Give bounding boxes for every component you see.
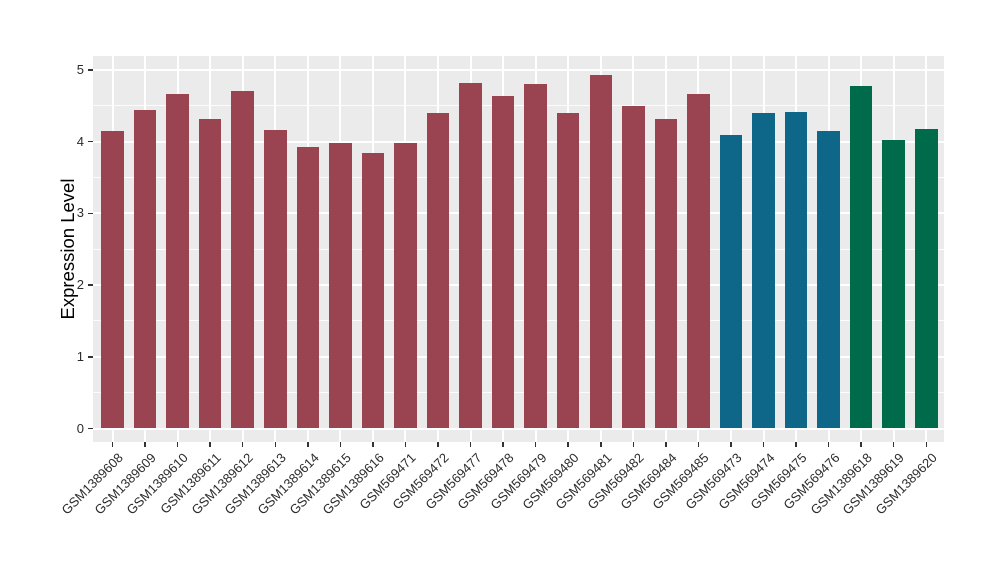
bar — [849, 85, 873, 429]
y-axis-tick — [88, 69, 93, 71]
bar — [622, 105, 645, 429]
bar — [817, 130, 840, 429]
x-axis-tick — [534, 442, 537, 447]
x-axis-tick — [144, 442, 146, 447]
gridline-horizontal-major — [93, 355, 944, 358]
y-axis-title: Expression Level — [57, 178, 78, 320]
y-axis-tick — [88, 356, 93, 358]
bar — [784, 111, 808, 429]
x-axis-tick — [437, 442, 439, 447]
x-axis-tick — [209, 442, 211, 447]
gridline-horizontal-minor — [93, 105, 944, 107]
bar — [556, 113, 580, 429]
y-tick-label: 1 — [76, 348, 84, 364]
bar — [524, 84, 547, 429]
y-tick-label: 3 — [76, 205, 84, 221]
x-axis-tick — [372, 442, 374, 447]
bar — [491, 95, 515, 429]
x-axis-tick — [925, 442, 927, 447]
bar — [231, 90, 254, 429]
y-tick-label: 4 — [76, 133, 84, 149]
x-axis-tick — [860, 442, 862, 447]
bar — [752, 113, 775, 429]
bar — [264, 130, 287, 429]
y-axis-tick — [88, 212, 93, 215]
bar — [589, 75, 612, 429]
x-axis-tick — [111, 442, 114, 447]
bar — [915, 128, 938, 429]
bar — [361, 153, 385, 429]
x-axis-tick — [795, 442, 797, 447]
x-axis-tick — [274, 442, 276, 447]
bar — [394, 143, 417, 429]
bar — [687, 94, 710, 429]
plot-panel — [93, 56, 944, 442]
gridline-horizontal-major — [93, 284, 944, 287]
x-axis-tick — [404, 442, 407, 447]
bar — [198, 118, 222, 429]
gridline-horizontal-major — [93, 427, 944, 430]
x-axis-tick — [469, 442, 472, 447]
bar — [329, 143, 352, 429]
x-axis-tick — [892, 442, 895, 447]
y-axis-tick — [88, 427, 93, 430]
bar — [133, 110, 157, 429]
x-axis-tick — [600, 442, 602, 447]
x-axis-tick — [827, 442, 830, 447]
bar — [459, 82, 482, 429]
bar — [101, 130, 124, 429]
x-axis-tick — [502, 442, 504, 447]
gridline-horizontal-major — [93, 69, 944, 71]
bar — [882, 140, 905, 429]
x-axis-tick — [339, 442, 342, 447]
x-axis-tick — [567, 442, 569, 447]
y-tick-label: 5 — [76, 62, 84, 77]
bar — [426, 113, 450, 429]
bar — [296, 147, 320, 429]
x-axis-tick — [697, 442, 700, 447]
bar — [166, 94, 189, 429]
x-axis-tick — [762, 442, 765, 447]
gridline-horizontal-major — [93, 140, 944, 143]
y-axis-tick — [88, 140, 93, 143]
bar — [719, 135, 743, 429]
x-axis-tick — [730, 442, 732, 447]
gridline-horizontal-minor — [93, 320, 944, 322]
x-axis-tick — [241, 442, 244, 447]
x-axis-tick — [665, 442, 667, 447]
x-axis-tick — [632, 442, 635, 447]
y-tick-label: 2 — [76, 277, 84, 293]
gridline-horizontal-major — [93, 212, 944, 215]
x-axis-tick — [176, 442, 179, 447]
x-axis-tick — [307, 442, 309, 447]
y-axis-tick — [88, 284, 93, 286]
gridline-horizontal-minor — [93, 248, 944, 250]
bar — [654, 118, 678, 429]
y-tick-label: 0 — [76, 420, 84, 436]
gridline-horizontal-minor — [93, 177, 944, 179]
gridline-horizontal-minor — [93, 392, 944, 394]
